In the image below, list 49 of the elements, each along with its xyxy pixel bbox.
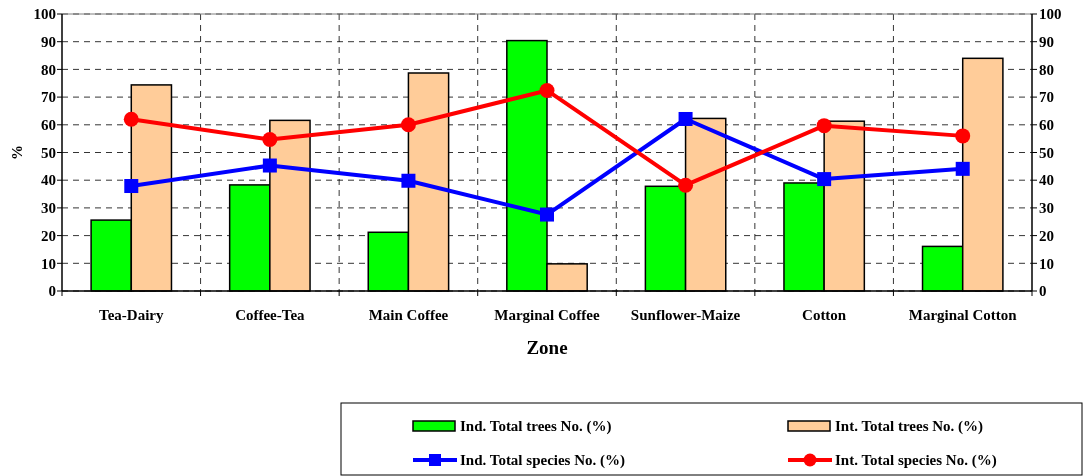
x-tick-label: Cotton [802,307,847,323]
x-tick-label: Sunflower-Maize [630,307,741,323]
y-axis-title: % [9,145,25,160]
y-tick-label: 80 [41,61,56,78]
y2-tick-label: 100 [1039,6,1062,23]
point [124,179,139,194]
y2-tick-label: 20 [1039,227,1054,244]
y-tick-label: 50 [41,144,56,161]
point [400,117,416,133]
y-tick-label: 20 [41,227,56,244]
y2-tick-label: 0 [1039,283,1047,300]
y2-tick-label: 80 [1039,61,1054,78]
y2-tick-label: 60 [1039,117,1054,134]
y-tick-label: 10 [41,255,56,272]
y2-tick-label: 10 [1039,255,1054,272]
legend-label: Int. Total species No. (%) [835,452,997,470]
legend-label: Ind. Total trees No. (%) [460,418,612,436]
point [401,173,416,188]
y-tick-label: 60 [41,117,56,134]
point [817,172,832,187]
x-axis-title: Zone [526,337,568,358]
point [539,82,555,98]
y2-tick-label: 70 [1039,89,1054,106]
point [262,131,278,147]
y-tick-label: 0 [48,283,56,300]
y2-tick-label: 90 [1039,33,1054,50]
point [678,177,694,193]
y-tick-label: 30 [41,200,56,217]
point [123,111,139,127]
legend-label: Int. Total trees No. (%) [835,418,984,436]
x-tick-label: Main Coffee [368,307,449,323]
x-tick-label: Tea-Dairy [99,307,164,323]
legend-label: Ind. Total species No. (%) [460,452,626,470]
point [955,161,970,176]
point [678,111,693,126]
x-tick-label: Coffee-Tea [235,307,306,323]
y2-tick-label: 40 [1039,172,1054,189]
y-tick-label: 40 [41,172,56,189]
y-tick-label: 70 [41,89,56,106]
point [262,158,277,173]
y2-tick-label: 50 [1039,144,1054,161]
point [955,128,971,144]
y-tick-label: 90 [41,33,56,50]
point [816,118,832,134]
point [540,207,554,222]
y-tick-label: 100 [33,6,56,23]
x-tick-label: Marginal Coffee [494,307,601,323]
x-tick-label: Marginal Cotton [908,307,1018,323]
y2-tick-label: 30 [1039,200,1054,217]
